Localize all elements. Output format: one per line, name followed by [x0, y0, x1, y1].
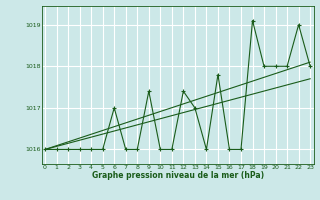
X-axis label: Graphe pression niveau de la mer (hPa): Graphe pression niveau de la mer (hPa)	[92, 171, 264, 180]
